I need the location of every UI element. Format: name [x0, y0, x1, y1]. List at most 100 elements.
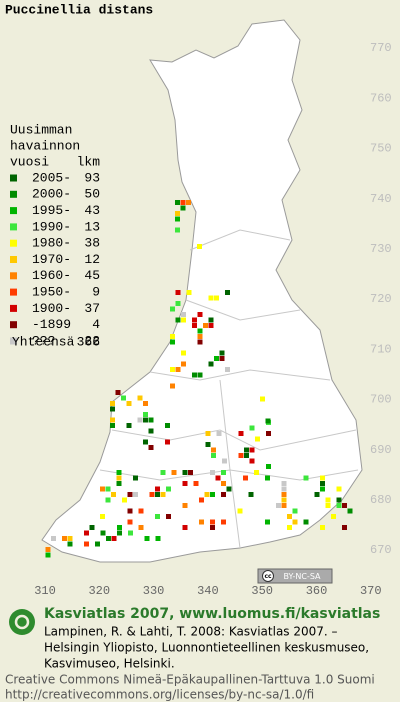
legend-count: 4: [92, 317, 100, 332]
observation: [203, 323, 208, 328]
observation: [175, 367, 181, 372]
observation: [175, 301, 181, 306]
observation: [320, 475, 325, 481]
observation: [260, 396, 265, 402]
observation: [117, 525, 122, 530]
observation: [303, 519, 309, 525]
citation-line: Helsingin Yliopisto, Luonnontieteellinen…: [44, 641, 369, 655]
observation: [205, 442, 211, 447]
observation: [281, 481, 287, 486]
observation: [211, 447, 216, 453]
border: [189, 229, 291, 251]
observation: [110, 401, 115, 406]
citation-line: Lampinen, R. & Lahti, T. 2008: Kasviatla…: [44, 625, 338, 639]
observation: [143, 439, 148, 445]
observation: [149, 492, 155, 497]
badge-box: [257, 568, 333, 584]
observation: [197, 372, 203, 378]
observation: [320, 525, 325, 530]
north-label: 770: [370, 41, 392, 55]
border: [111, 429, 357, 451]
observation: [221, 470, 226, 475]
observation: [116, 475, 122, 481]
border: [219, 379, 241, 549]
observation: [215, 475, 221, 481]
observation: [219, 350, 225, 356]
observation: [180, 205, 186, 211]
observation: [244, 453, 249, 458]
legend-swatch: [10, 207, 17, 215]
north-label: 680: [370, 493, 392, 507]
observation: [170, 383, 175, 389]
north-label: 760: [370, 91, 392, 105]
observation: [197, 244, 202, 249]
observation: [281, 497, 287, 503]
badge-license: BY-NC-SA: [283, 572, 321, 581]
legend-count: 38: [84, 236, 100, 251]
observation: [175, 290, 181, 295]
observation: [266, 464, 271, 469]
observation: [128, 530, 133, 536]
legend-count: 12: [84, 252, 100, 267]
observation: [225, 290, 230, 295]
observation: [226, 486, 232, 492]
legend-count: 45: [84, 268, 100, 283]
observation: [181, 361, 186, 367]
observation: [155, 536, 161, 541]
legend-total: 366: [77, 334, 100, 349]
legend-swatch: [10, 223, 17, 231]
logo: [9, 609, 35, 635]
observation: [122, 497, 127, 503]
observation: [166, 486, 171, 492]
observation: [117, 530, 122, 536]
observation: [186, 290, 192, 295]
legend-label: ???: [32, 333, 55, 348]
north-label: 700: [370, 393, 392, 407]
observation: [137, 395, 143, 401]
legend-swatch: [10, 272, 17, 280]
observation: [265, 475, 270, 481]
observation: [133, 492, 138, 497]
observation: [62, 536, 67, 541]
observation: [111, 492, 116, 497]
observation: [148, 428, 154, 434]
observation: [160, 492, 166, 497]
east-label: 320: [88, 584, 110, 598]
legend-heading: Uusimman: [10, 122, 72, 137]
observation: [216, 431, 222, 436]
east-label: 330: [143, 584, 165, 598]
observation: [110, 406, 115, 412]
observation: [175, 200, 180, 205]
north-label: 740: [370, 192, 392, 206]
observation: [100, 514, 105, 519]
observation: [276, 503, 281, 508]
observation: [155, 514, 160, 519]
east-label: 350: [251, 584, 273, 598]
legend-swatch: [10, 321, 17, 329]
observation: [192, 323, 197, 328]
legend-label: 1980-: [32, 236, 71, 251]
observation: [115, 390, 121, 395]
legend-count: 93: [84, 170, 100, 185]
observation: [197, 334, 203, 339]
north-label: 730: [370, 242, 392, 256]
observation: [320, 481, 325, 486]
observation: [199, 519, 204, 525]
legend-label: 1950-: [32, 285, 71, 300]
observation: [133, 475, 138, 481]
observation: [127, 508, 133, 514]
finland-outline: [41, 19, 363, 563]
observation: [244, 447, 249, 453]
observation: [170, 334, 175, 339]
observation: [110, 417, 115, 423]
observation: [89, 525, 95, 530]
observation: [281, 503, 287, 508]
observation: [126, 401, 132, 406]
north-label: 720: [370, 292, 392, 306]
badge-icon: [262, 570, 274, 582]
observation: [193, 481, 199, 486]
observation: [336, 497, 342, 503]
legend-swatch: [10, 190, 17, 198]
observation: [181, 317, 186, 323]
observation: [105, 486, 111, 492]
